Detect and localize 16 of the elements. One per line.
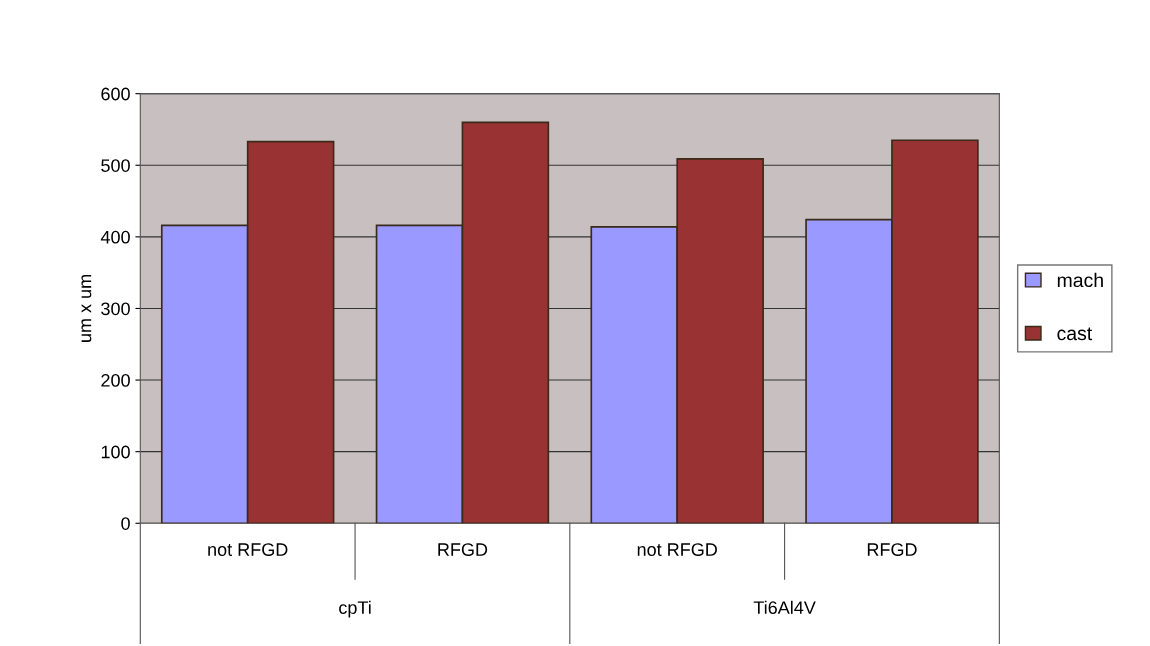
text: Ti6Al4V bbox=[753, 600, 816, 615]
y-tick-label: 400 bbox=[100, 230, 130, 244]
y-tick-label: 200 bbox=[101, 374, 130, 387]
y-tick-label: 0 bbox=[121, 517, 130, 530]
x-tick-label: RFGD bbox=[867, 543, 917, 556]
y-tick-label: 300 bbox=[101, 302, 130, 316]
y-tick-label: 600 bbox=[101, 87, 130, 101]
x-tick-label: not RFGD bbox=[208, 543, 288, 556]
y-tick-label: 500 bbox=[101, 159, 130, 172]
y-tick-label: 100 bbox=[101, 445, 130, 459]
x-tick-label: RFGD bbox=[438, 543, 488, 556]
legend-label: mach bbox=[1057, 272, 1103, 288]
text: cpTi bbox=[339, 600, 371, 618]
y-axis-title: um x um bbox=[81, 275, 92, 342]
x-tick-label: not RFGD bbox=[637, 543, 717, 556]
legend-label: cast bbox=[1057, 327, 1093, 341]
